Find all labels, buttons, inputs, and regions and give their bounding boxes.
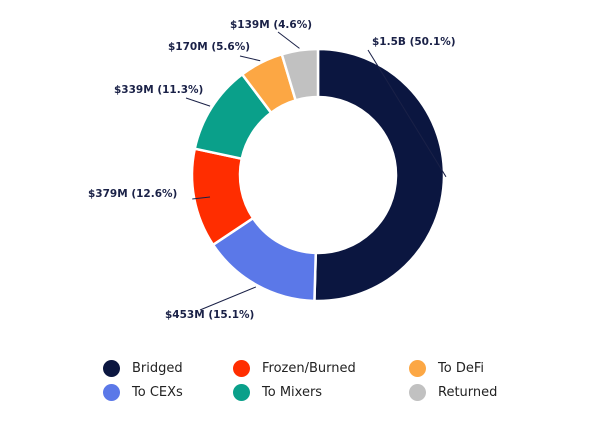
slice-returned <box>280 47 320 102</box>
data-label: $339M (11.3%) <box>114 84 203 96</box>
legend-swatch <box>103 360 120 377</box>
legend-swatch <box>233 384 250 401</box>
leader-line <box>192 196 211 200</box>
legend-item: Returned <box>409 384 497 401</box>
data-label: $453M (15.1%) <box>165 309 254 321</box>
data-label: $170M (5.6%) <box>168 41 250 53</box>
legend-label: Frozen/Burned <box>262 361 356 376</box>
legend-label: To CEXs <box>132 385 183 400</box>
leader-line <box>367 49 447 178</box>
data-label: $139M (4.6%) <box>230 19 312 31</box>
data-label: $379M (12.6%) <box>88 188 177 200</box>
legend-item: Frozen/Burned <box>233 360 356 377</box>
legend-swatch <box>409 360 426 377</box>
legend-item: To Mixers <box>233 384 322 401</box>
slice-bridged <box>313 47 446 303</box>
legend-label: To DeFi <box>438 361 484 376</box>
leader-line <box>185 97 211 107</box>
data-label: $1.5B (50.1%) <box>372 36 456 48</box>
legend-item: To DeFi <box>409 360 484 377</box>
legend-item: Bridged <box>103 360 183 377</box>
leader-line <box>277 31 300 49</box>
legend-label: Returned <box>438 385 498 400</box>
legend-swatch <box>103 384 120 401</box>
legend-swatch <box>409 384 426 401</box>
legend-swatch <box>233 360 250 377</box>
leader-line <box>199 286 257 311</box>
legend-item: To CEXs <box>103 384 183 401</box>
leader-line <box>239 55 261 62</box>
legend-label: Bridged <box>132 361 183 376</box>
legend-label: To Mixers <box>262 385 323 400</box>
